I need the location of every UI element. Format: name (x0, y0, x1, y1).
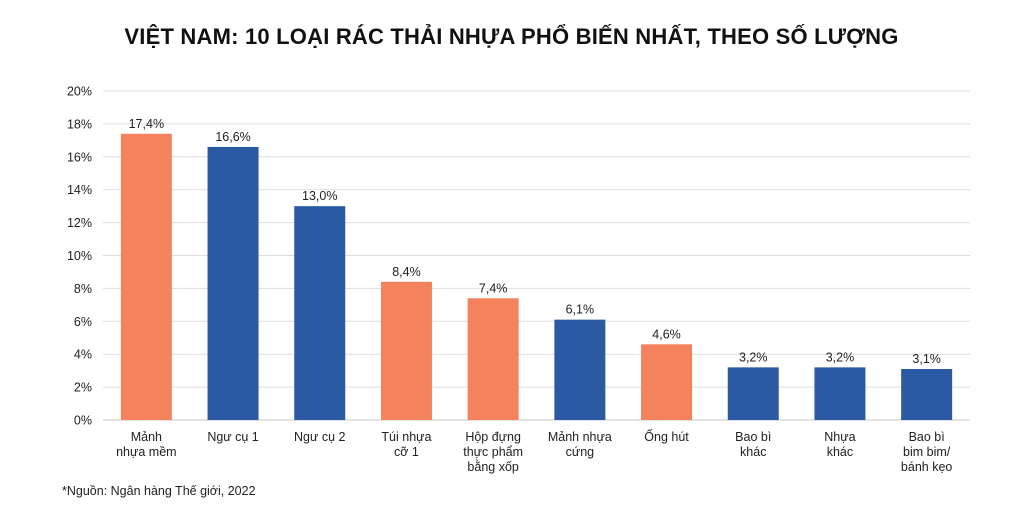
y-tick-label: 8% (74, 282, 92, 296)
bar (727, 367, 779, 420)
y-tick-label: 6% (74, 315, 92, 329)
x-tick-label: Túi nhựa cỡ 1 (381, 430, 431, 459)
data-label: 16,6% (215, 130, 250, 144)
data-label: 3,1% (912, 352, 941, 366)
bar (554, 319, 606, 420)
x-tick-label: Mảnh nhựa cứng (548, 430, 612, 459)
bar (901, 369, 953, 420)
x-tick-label: Nhựa khác (824, 430, 855, 459)
data-label: 3,2% (739, 350, 768, 364)
bar (120, 133, 172, 420)
x-tick-label: Mảnh nhựa mềm (116, 430, 176, 459)
bar (207, 146, 259, 420)
bar (380, 281, 432, 420)
bar (467, 298, 519, 420)
y-tick-label: 4% (74, 348, 92, 362)
x-tick-label: Ống hút (644, 429, 689, 444)
data-label: 8,4% (392, 265, 421, 279)
x-tick-label: Ngư cụ 2 (294, 430, 345, 444)
y-tick-label: 14% (67, 183, 92, 197)
y-tick-label: 2% (74, 381, 92, 395)
y-tick-label: 0% (74, 414, 92, 428)
y-tick-label: 12% (67, 216, 92, 230)
bar (641, 344, 693, 420)
data-label: 7,4% (479, 281, 508, 295)
x-tick-label: Bao bì khác (735, 430, 771, 459)
y-tick-label: 16% (67, 150, 92, 164)
y-tick-label: 18% (67, 117, 92, 131)
bar (294, 206, 346, 420)
data-label: 6,1% (566, 303, 595, 317)
x-tick-label: Bao bì bim bim/bánh kẹo (901, 430, 952, 474)
data-label: 13,0% (302, 189, 337, 203)
y-tick-label: 10% (67, 249, 92, 263)
bar (814, 367, 866, 420)
data-label: 3,2% (826, 350, 855, 364)
source-note: *Nguồn: Ngân hàng Thế giới, 2022 (62, 484, 256, 498)
y-tick-label: 20% (67, 85, 92, 99)
data-label: 4,6% (652, 327, 681, 341)
data-label: 17,4% (129, 117, 164, 131)
x-tick-label: Hộp đựng thực phẩm bằng xốp (463, 430, 523, 474)
x-tick-label: Ngư cụ 1 (207, 430, 258, 444)
chart-title: VIỆT NAM: 10 LOẠI RÁC THẢI NHỰA PHỔ BIẾN… (124, 24, 899, 49)
